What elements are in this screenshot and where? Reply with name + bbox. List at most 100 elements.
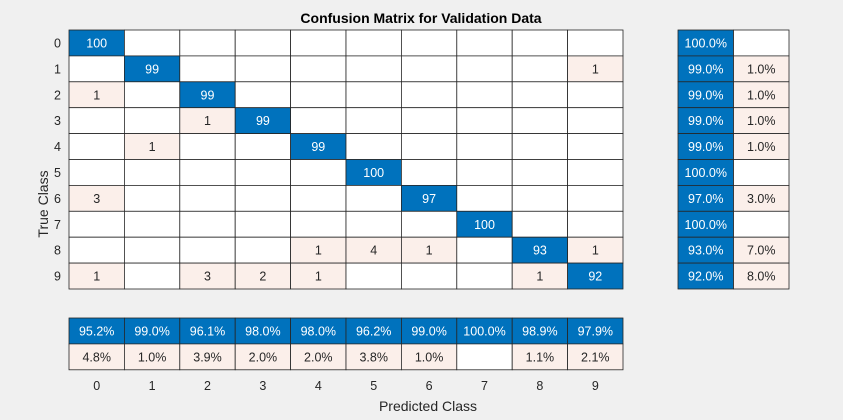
row-summary-incorrect-2-value: 1.0% xyxy=(747,88,776,102)
col-summary-correct-0-bg xyxy=(68,317,125,345)
matrix-cell-7-6-bg xyxy=(400,210,458,238)
matrix-cell-1-5-bg xyxy=(345,55,402,83)
matrix-cell-2-8-bg xyxy=(511,81,569,109)
matrix-cell-0-4-bg xyxy=(290,29,347,57)
matrix-cell-7-9-bg xyxy=(567,210,624,238)
matrix-cell-2-9-bg xyxy=(567,81,624,109)
matrix-cell-2-4-bg xyxy=(290,81,347,109)
col-summary-correct-7-bg xyxy=(456,317,513,345)
matrix-cell-0-0-bg xyxy=(68,29,125,57)
col-summary-correct-4-value: 98.0% xyxy=(301,324,336,338)
matrix-cell-3-8-bg xyxy=(511,107,569,134)
row-summary-correct-2-value: 99.0% xyxy=(688,88,723,102)
matrix-cell-9-1-bg xyxy=(124,262,181,290)
col-summary-incorrect-0-bg xyxy=(68,343,125,371)
row-summary-incorrect-3-value: 1.0% xyxy=(747,114,776,128)
matrix-cell-9-5-bg xyxy=(345,262,402,290)
col-summary-correct-7-value: 100.0% xyxy=(463,324,505,338)
y-tick-label: 3 xyxy=(54,114,61,128)
matrix-cell-4-3-bg xyxy=(234,133,291,160)
matrix-cell-1-6-bg xyxy=(400,55,458,83)
matrix-cell-7-8-bg xyxy=(511,210,569,238)
row-summary-incorrect-9-value: 8.0% xyxy=(747,270,776,284)
matrix-cell-8-2-bg xyxy=(179,236,236,264)
matrix-cell-8-7-bg xyxy=(456,236,513,264)
matrix-cell-3-2-value: 1 xyxy=(204,114,211,128)
matrix-cell-6-7-bg xyxy=(456,184,513,212)
col-summary-correct-1-value: 99.0% xyxy=(134,324,169,338)
col-summary-incorrect-4-bg xyxy=(290,343,347,371)
matrix-cell-5-5-value: 100 xyxy=(363,166,384,180)
matrix-cell-0-7-bg xyxy=(456,29,513,57)
y-tick-label: 4 xyxy=(54,140,61,154)
matrix-cell-2-2-value: 99 xyxy=(201,88,215,102)
x-tick-label: 4 xyxy=(315,379,322,393)
matrix-cell-8-9-value: 1 xyxy=(592,244,599,258)
matrix-cell-7-1-bg xyxy=(124,210,181,238)
matrix-cell-9-2-value: 3 xyxy=(204,270,211,284)
matrix-cell-6-6-bg xyxy=(400,184,458,212)
matrix-cell-9-0-bg xyxy=(68,262,125,290)
x-tick-label: 9 xyxy=(592,379,599,393)
col-summary-incorrect-8-value: 1.1% xyxy=(526,350,555,364)
matrix-cell-8-3-bg xyxy=(234,236,291,264)
row-summary-incorrect-5-bg xyxy=(733,159,790,186)
matrix-cell-0-5-bg xyxy=(345,29,402,57)
matrix-cell-7-3-bg xyxy=(234,210,291,238)
matrix-cell-0-6-bg xyxy=(400,29,458,57)
x-tick-label: 3 xyxy=(259,379,266,393)
matrix-cell-1-1-bg xyxy=(124,55,181,83)
matrix-cell-6-4-bg xyxy=(290,184,347,212)
matrix-cell-8-6-value: 1 xyxy=(426,244,433,258)
matrix-cell-7-0-bg xyxy=(68,210,125,238)
matrix-cell-6-3-bg xyxy=(234,184,291,212)
matrix-cell-8-4-value: 1 xyxy=(315,244,322,258)
col-summary-correct-9-value: 97.9% xyxy=(578,324,613,338)
y-axis-label: True Class xyxy=(35,170,51,237)
matrix-cell-7-5-bg xyxy=(345,210,402,238)
matrix-cell-6-6-value: 97 xyxy=(422,192,436,206)
matrix-cell-9-2-bg xyxy=(179,262,236,290)
matrix-cell-2-0-value: 1 xyxy=(93,88,100,102)
matrix-cell-1-2-bg xyxy=(179,55,236,83)
row-summary-incorrect-7-bg xyxy=(733,210,790,238)
x-axis-ticks: 0 1 2 3 4 5 6 7 8 9 xyxy=(93,379,599,393)
matrix-cell-7-7-value: 100 xyxy=(474,218,495,232)
x-tick-label: 1 xyxy=(149,379,156,393)
column-summary-grid: 95.2% 4.8% 99.0% 1.0% 96.1% 3.9% 98.0% 2.0% 98.0… xyxy=(68,317,624,371)
matrix-cell-4-4-value: 99 xyxy=(311,140,325,154)
matrix-cell-3-6-bg xyxy=(400,107,458,134)
matrix-cell-2-5-bg xyxy=(345,81,402,109)
matrix-cell-8-6-bg xyxy=(400,236,458,264)
matrix-cell-9-8-value: 1 xyxy=(536,270,543,284)
matrix-cell-3-7-bg xyxy=(456,107,513,134)
col-summary-incorrect-1-value: 1.0% xyxy=(138,350,167,364)
matrix-cell-8-4-bg xyxy=(290,236,347,264)
x-tick-label: 8 xyxy=(536,379,543,393)
col-summary-incorrect-6-value: 1.0% xyxy=(415,350,444,364)
row-summary-incorrect-2-bg xyxy=(733,81,790,109)
matrix-cell-1-1-value: 99 xyxy=(145,62,159,76)
matrix-cell-5-4-bg xyxy=(290,159,347,186)
matrix-cell-4-2-bg xyxy=(179,133,236,160)
row-summary-incorrect-1-bg xyxy=(733,55,790,83)
col-summary-correct-2-bg xyxy=(179,317,236,345)
col-summary-incorrect-2-bg xyxy=(179,343,236,371)
matrix-cell-9-0-value: 1 xyxy=(93,270,100,284)
matrix-cell-5-0-bg xyxy=(68,159,125,186)
row-summary-grid: 100.0% 99.0% 1.0% 99.0% 1.0% 99.0% 1.0% 99.0% 1.… xyxy=(677,29,790,290)
matrix-cell-0-8-bg xyxy=(511,29,569,57)
y-tick-label: 2 xyxy=(54,88,61,102)
matrix-cell-9-7-bg xyxy=(456,262,513,290)
matrix-cell-6-9-bg xyxy=(567,184,624,212)
matrix-cell-3-9-bg xyxy=(567,107,624,134)
matrix-cell-9-3-value: 2 xyxy=(259,270,266,284)
row-summary-correct-8-value: 93.0% xyxy=(688,244,723,258)
row-summary-incorrect-3-bg xyxy=(733,107,790,134)
matrix-cell-8-8-value: 93 xyxy=(533,244,547,258)
matrix-cell-4-1-bg xyxy=(124,133,181,160)
matrix-cell-5-5-bg xyxy=(345,159,402,186)
col-summary-incorrect-6-bg xyxy=(400,343,458,371)
matrix-cell-4-5-bg xyxy=(345,133,402,160)
matrix-cell-9-9-bg xyxy=(567,262,624,290)
